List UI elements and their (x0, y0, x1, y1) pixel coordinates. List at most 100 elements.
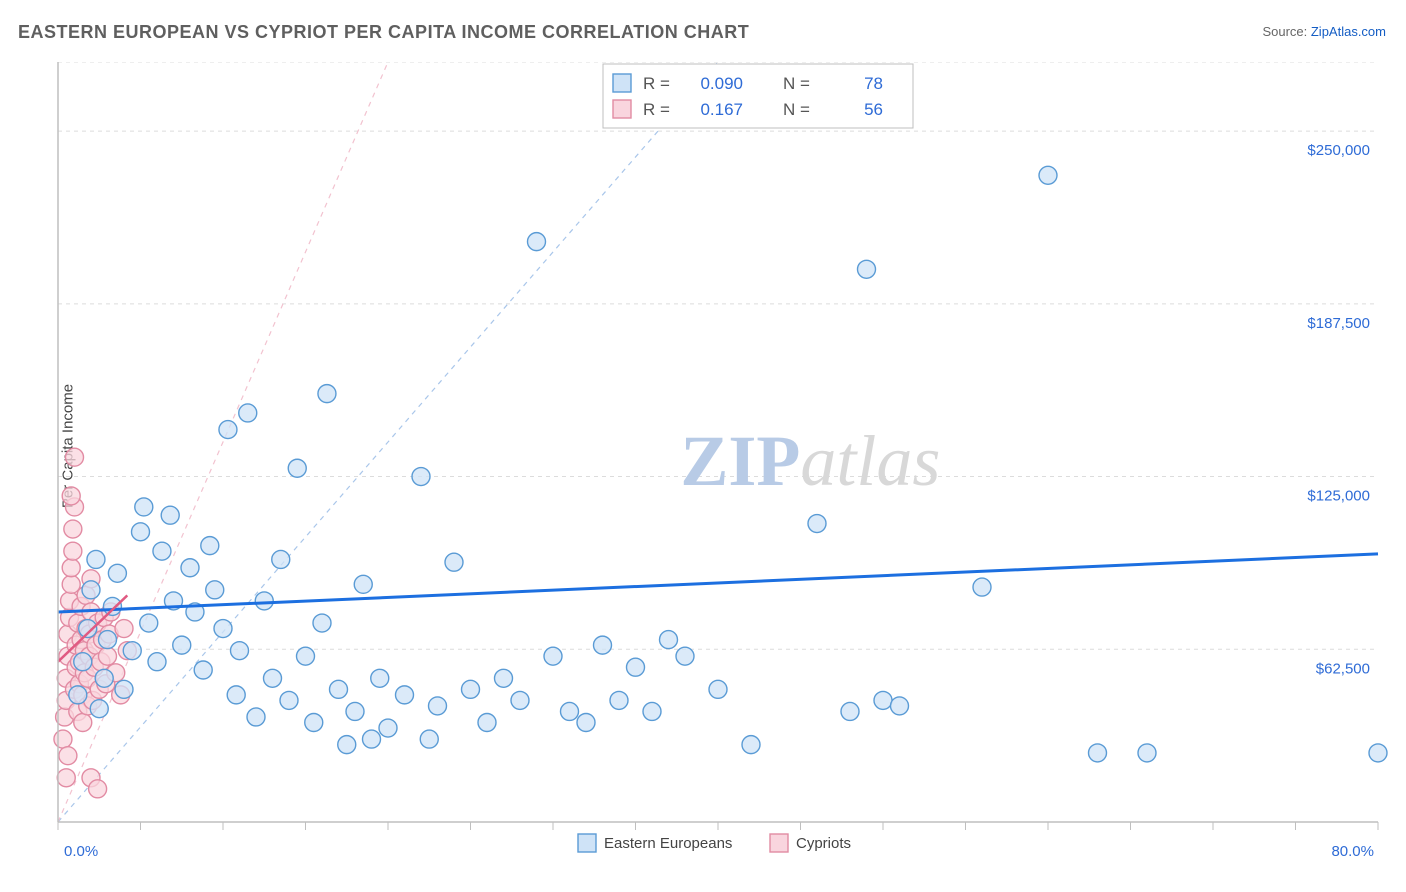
data-point (709, 680, 727, 698)
data-point (74, 653, 92, 671)
stats-swatch (613, 74, 631, 92)
stats-r-label: R = (643, 74, 670, 93)
data-point (123, 642, 141, 660)
data-point (478, 714, 496, 732)
data-point (462, 680, 480, 698)
data-point (231, 642, 249, 660)
data-point (412, 468, 430, 486)
stats-r-value: 0.167 (700, 100, 743, 119)
data-point (140, 614, 158, 632)
data-point (379, 719, 397, 737)
data-point (219, 421, 237, 439)
data-point (148, 653, 166, 671)
data-point (115, 680, 133, 698)
y-tick-label: $62,500 (1316, 660, 1370, 677)
data-point (561, 702, 579, 720)
data-point (1089, 744, 1107, 762)
data-point (108, 564, 126, 582)
stats-n-label: N = (783, 74, 810, 93)
data-point (297, 647, 315, 665)
data-point (1138, 744, 1156, 762)
data-point (305, 714, 323, 732)
watermark: ZIPatlas (680, 421, 940, 501)
legend-swatch (770, 834, 788, 852)
legend-label: Cypriots (796, 835, 851, 852)
data-point (66, 448, 84, 466)
data-point (973, 578, 991, 596)
data-point (264, 669, 282, 687)
data-point (841, 702, 859, 720)
data-point (808, 515, 826, 533)
data-point (288, 459, 306, 477)
data-point (87, 550, 105, 568)
data-point (103, 597, 121, 615)
stats-n-value: 78 (864, 74, 883, 93)
data-point (227, 686, 245, 704)
stats-r-label: R = (643, 100, 670, 119)
data-point (891, 697, 909, 715)
data-point (330, 680, 348, 698)
data-point (1369, 744, 1387, 762)
data-point (272, 550, 290, 568)
data-point (99, 647, 117, 665)
data-point (420, 730, 438, 748)
data-point (396, 686, 414, 704)
data-point (371, 669, 389, 687)
data-point (676, 647, 694, 665)
data-point (742, 736, 760, 754)
data-point (858, 260, 876, 278)
data-point (511, 691, 529, 709)
data-point (173, 636, 191, 654)
stats-n-label: N = (783, 100, 810, 119)
chart-area: ZIPatlas$62,500$125,000$187,500$250,0000… (48, 62, 1388, 842)
data-point (62, 487, 80, 505)
data-point (874, 691, 892, 709)
data-point (74, 714, 92, 732)
data-point (495, 669, 513, 687)
data-point (346, 702, 364, 720)
source-prefix: Source: (1262, 24, 1310, 39)
data-point (577, 714, 595, 732)
data-point (57, 769, 75, 787)
data-point (660, 631, 678, 649)
data-point (132, 523, 150, 541)
data-point (255, 592, 273, 610)
data-point (643, 702, 661, 720)
data-point (99, 631, 117, 649)
data-point (1039, 166, 1057, 184)
legend-swatch (578, 834, 596, 852)
data-point (95, 669, 113, 687)
trend-line (58, 554, 1378, 612)
data-point (239, 404, 257, 422)
chart-title: EASTERN EUROPEAN VS CYPRIOT PER CAPITA I… (18, 22, 749, 43)
data-point (115, 620, 133, 638)
x-min-label: 0.0% (64, 843, 98, 860)
legend-label: Eastern Europeans (604, 835, 732, 852)
data-point (82, 581, 100, 599)
data-point (201, 537, 219, 555)
source-credit: Source: ZipAtlas.com (1262, 24, 1386, 39)
data-point (544, 647, 562, 665)
data-point (62, 559, 80, 577)
y-tick-label: $250,000 (1307, 142, 1370, 159)
data-point (89, 780, 107, 798)
data-point (445, 553, 463, 571)
stats-r-value: 0.090 (700, 74, 743, 93)
data-point (627, 658, 645, 676)
data-point (62, 575, 80, 593)
data-point (181, 559, 199, 577)
data-point (214, 620, 232, 638)
data-point (194, 661, 212, 679)
data-point (318, 385, 336, 403)
data-point (90, 700, 108, 718)
data-point (313, 614, 331, 632)
data-point (69, 686, 87, 704)
data-point (54, 730, 72, 748)
data-point (64, 520, 82, 538)
data-point (206, 581, 224, 599)
data-point (153, 542, 171, 560)
source-link[interactable]: ZipAtlas.com (1311, 24, 1386, 39)
data-point (161, 506, 179, 524)
data-point (135, 498, 153, 516)
data-point (354, 575, 372, 593)
